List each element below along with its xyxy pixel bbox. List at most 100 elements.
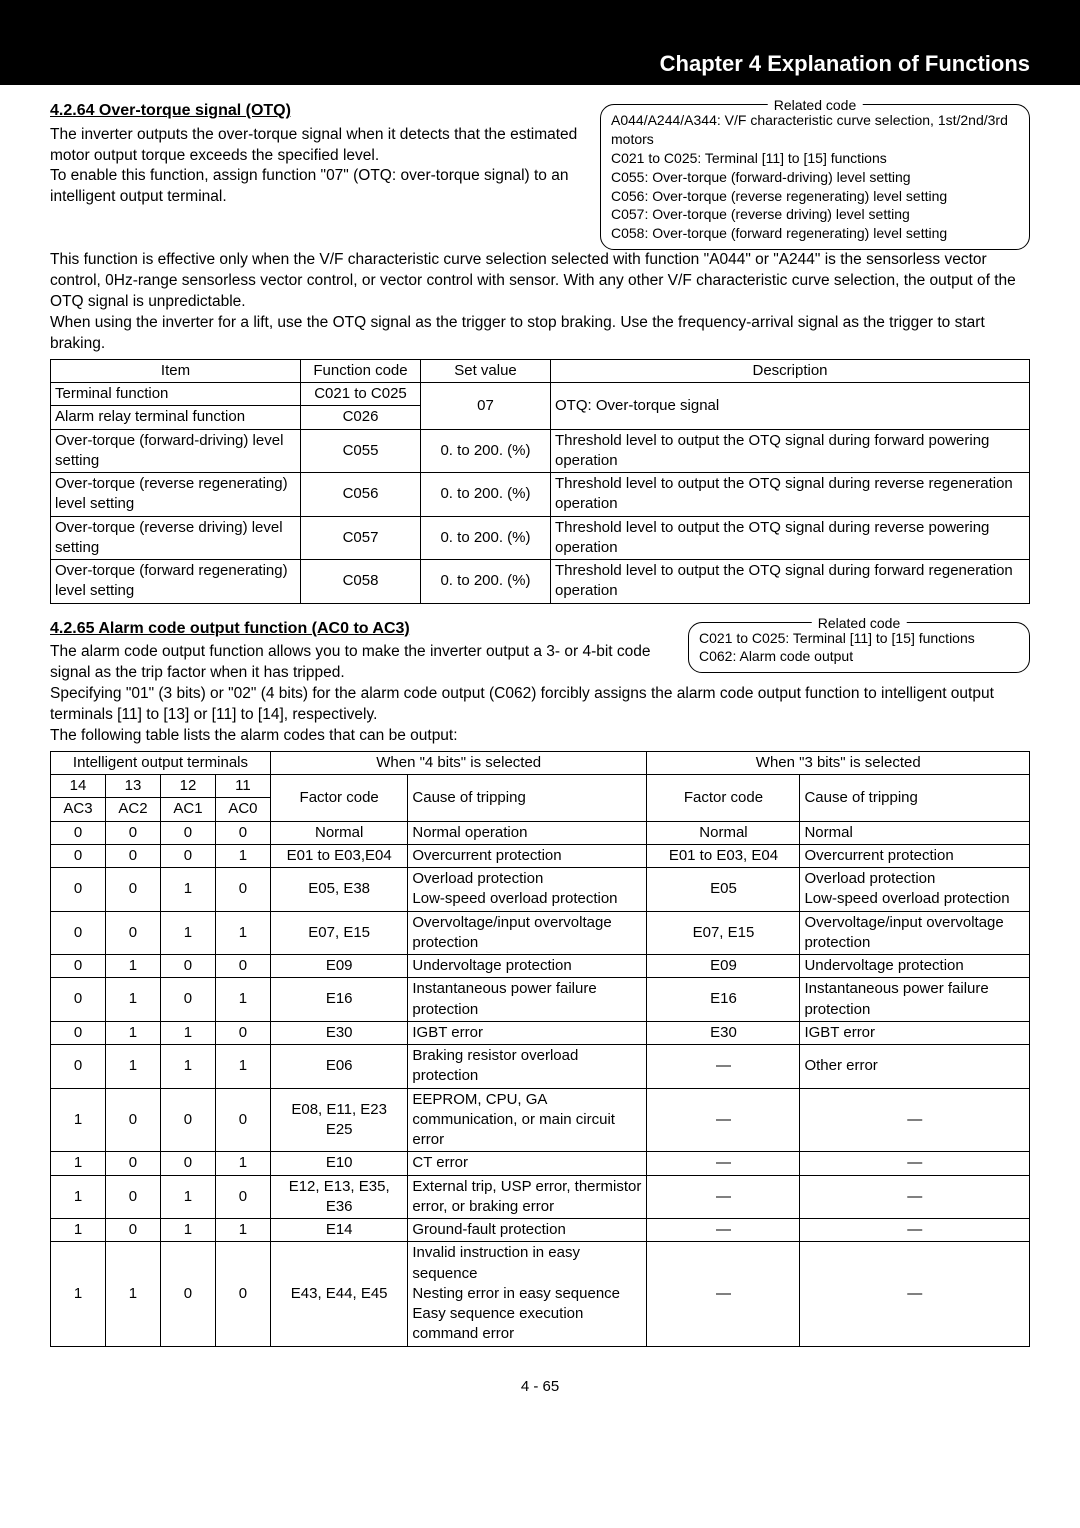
table-cell: 1 (160, 1175, 215, 1219)
table-cell: — (800, 1152, 1030, 1175)
table-cell: E01 to E03,E04 (270, 844, 407, 867)
chapter-title: Chapter 4 Explanation of Functions (660, 51, 1030, 77)
table-cell: 0 (105, 844, 160, 867)
table-row: 1100E43, E44, E45Invalid instruction in … (51, 1242, 1030, 1346)
table-cell: 1 (51, 1088, 106, 1152)
table-cell: Normal operation (408, 821, 647, 844)
table-cell: Invalid instruction in easy sequence Nes… (408, 1242, 647, 1346)
table-cell: 0 (160, 1088, 215, 1152)
t2-h-cause4: Cause of tripping (408, 775, 647, 822)
t1-r6-set: 0. to 200. (%) (421, 560, 551, 604)
t1-h-set: Set value (421, 359, 551, 382)
table-cell: 0 (51, 1021, 106, 1044)
section-title-alarm: 4.2.65 Alarm code output function (AC0 t… (50, 618, 676, 640)
table-cell: 1 (51, 1242, 106, 1346)
table-cell: E43, E44, E45 (270, 1242, 407, 1346)
table-cell: Instantaneous power failure protection (408, 978, 647, 1022)
table-cell: 0 (105, 821, 160, 844)
t1-r3-fc: C055 (301, 429, 421, 473)
table-cell: — (647, 1045, 800, 1089)
table-cell: 0 (105, 1152, 160, 1175)
t1-h-fc: Function code (301, 359, 421, 382)
related-legend-2: Related code (812, 614, 907, 633)
table-cell: — (647, 1175, 800, 1219)
table-cell: CT error (408, 1152, 647, 1175)
table-cell: 1 (215, 911, 270, 955)
table-cell: 1 (160, 868, 215, 912)
table-cell: IGBT error (408, 1021, 647, 1044)
table-cell: 0 (160, 978, 215, 1022)
table-cell: External trip, USP error, thermistor err… (408, 1175, 647, 1219)
table-cell: 1 (105, 978, 160, 1022)
table-cell: 0 (215, 1088, 270, 1152)
table-cell: 1 (51, 1175, 106, 1219)
table-row: 1010E12, E13, E35, E36External trip, USP… (51, 1175, 1030, 1219)
table-cell: 0 (160, 1152, 215, 1175)
t2-h-11: 11 (215, 775, 270, 798)
table-cell: — (800, 1219, 1030, 1242)
table-cell: Ground-fault protection (408, 1219, 647, 1242)
table-cell: — (800, 1175, 1030, 1219)
t2-h-fc3: Factor code (647, 775, 800, 822)
table-cell: Overload protection Low-speed overload p… (408, 868, 647, 912)
t1-r4-fc: C056 (301, 473, 421, 517)
alarm-para-1: The alarm code output function allows yo… (50, 642, 676, 684)
table-row: 0111E06Braking resistor overload protect… (51, 1045, 1030, 1089)
t2-h-13: 13 (105, 775, 160, 798)
table-cell: 0 (51, 821, 106, 844)
otq-table: Item Function code Set value Description… (50, 359, 1030, 604)
table-cell: 0 (215, 955, 270, 978)
table-cell: 0 (215, 1175, 270, 1219)
table-cell: 1 (160, 1219, 215, 1242)
table-row: 0000NormalNormal operationNormalNormal (51, 821, 1030, 844)
t1-r1-item: Terminal function (51, 383, 301, 406)
t2-h-ac2: AC2 (105, 798, 160, 821)
t2-h-14: 14 (51, 775, 106, 798)
t1-r5-fc: C057 (301, 516, 421, 560)
table-cell: E05 (647, 868, 800, 912)
table-cell: Overvoltage/input overvoltage protection (408, 911, 647, 955)
table-cell: E07, E15 (647, 911, 800, 955)
table-cell: 0 (215, 1242, 270, 1346)
table-cell: 0 (105, 911, 160, 955)
table-cell: 1 (215, 1219, 270, 1242)
t1-r6-fc: C058 (301, 560, 421, 604)
table-cell: Undervoltage protection (408, 955, 647, 978)
t1-r2-fc: C026 (301, 406, 421, 429)
t1-r4-set: 0. to 200. (%) (421, 473, 551, 517)
table-row: 0100E09Undervoltage protectionE09Undervo… (51, 955, 1030, 978)
t2-h-iot: Intelligent output terminals (51, 751, 271, 774)
table-cell: Other error (800, 1045, 1030, 1089)
table-cell: 0 (215, 821, 270, 844)
table-cell: 0 (51, 1045, 106, 1089)
t1-h-item: Item (51, 359, 301, 382)
table-cell: 0 (51, 955, 106, 978)
table-cell: 1 (160, 1021, 215, 1044)
table-cell: 1 (215, 978, 270, 1022)
table-cell: Overcurrent protection (800, 844, 1030, 867)
table-cell: E30 (270, 1021, 407, 1044)
t1-r5-item: Over-torque (reverse driving) level sett… (51, 516, 301, 560)
table-cell: E01 to E03, E04 (647, 844, 800, 867)
table-cell: E09 (647, 955, 800, 978)
table-cell: 1 (105, 1242, 160, 1346)
table-cell: — (647, 1242, 800, 1346)
alarm-para-2: Specifying "01" (3 bits) or "02" (4 bits… (50, 684, 1030, 726)
section-title-otq: 4.2.64 Over-torque signal (OTQ) (50, 100, 588, 122)
otq-para-3: This function is effective only when the… (50, 250, 1030, 313)
table-cell: E07, E15 (270, 911, 407, 955)
page-content: 4.2.64 Over-torque signal (OTQ) The inve… (0, 85, 1080, 1427)
table-row: 0010E05, E38Overload protection Low-spee… (51, 868, 1030, 912)
otq-para-4: When using the inverter for a lift, use … (50, 313, 1030, 355)
table-cell: Normal (270, 821, 407, 844)
related-code-box-otq: Related code A044/A244/A344: V/F charact… (600, 104, 1030, 250)
table-cell: Overvoltage/input overvoltage protection (800, 911, 1030, 955)
t2-h-ac1: AC1 (160, 798, 215, 821)
t2-h-12: 12 (160, 775, 215, 798)
table-cell: 1 (215, 1152, 270, 1175)
table-row: 1011E14Ground-fault protection—— (51, 1219, 1030, 1242)
table-cell: — (647, 1152, 800, 1175)
t1-r3-item: Over-torque (forward-driving) level sett… (51, 429, 301, 473)
table-cell: 1 (160, 911, 215, 955)
table-cell: E08, E11, E23 E25 (270, 1088, 407, 1152)
